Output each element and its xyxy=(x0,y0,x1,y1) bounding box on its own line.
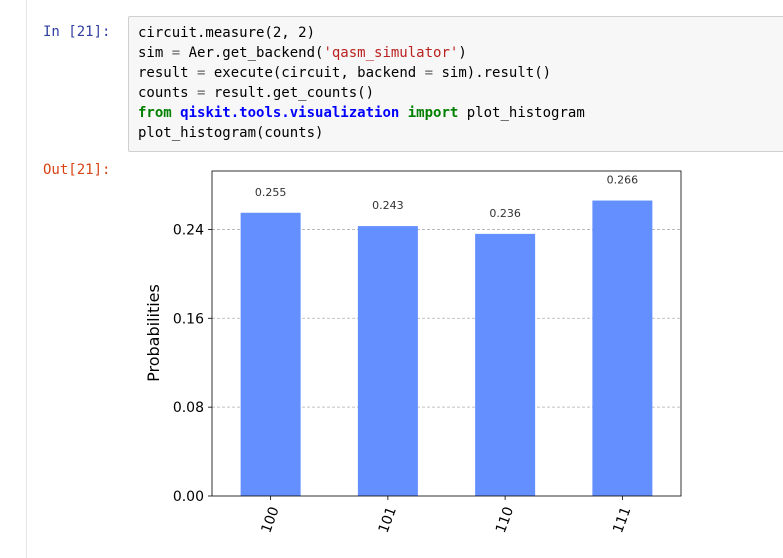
code-lines: circuit.measure(2, 2) sim = Aer.get_backe… xyxy=(138,23,585,143)
code-token: import xyxy=(407,105,459,121)
code-token: ) xyxy=(458,45,467,61)
code-token: sim).result() xyxy=(433,65,552,81)
bar-value-label: 0.243 xyxy=(372,199,404,212)
code-token: Aer.get_backend( xyxy=(180,45,324,61)
bar-111 xyxy=(592,200,653,496)
code-token: sim xyxy=(138,45,172,61)
code-token: result xyxy=(138,65,198,81)
x-tick-label: 111 xyxy=(610,505,634,536)
x-tick-label: 101 xyxy=(376,505,400,536)
code-line: result = execute(circuit, backend = sim)… xyxy=(138,63,585,83)
y-tick-label: 0.24 xyxy=(173,222,204,238)
bar-value-label: 0.255 xyxy=(255,186,287,199)
bar-value-label: 0.236 xyxy=(489,207,521,220)
code-token: circuit.measure(2, 2) xyxy=(138,25,316,41)
code-token: plot_histogram xyxy=(458,105,585,121)
code-token: = xyxy=(197,65,206,81)
code-token: plot_histogram(counts) xyxy=(138,125,324,141)
x-tick-label: 100 xyxy=(259,505,283,536)
y-tick-label: 0.08 xyxy=(173,400,204,416)
code-token: qiskit.tools.visualization xyxy=(180,105,400,121)
value-labels: 0.255 0.243 0.236 0.266 xyxy=(255,174,638,220)
code-line: counts = result.get_counts() xyxy=(138,83,585,103)
bar-value-label: 0.266 xyxy=(607,174,639,187)
bar-110 xyxy=(475,233,536,496)
y-axis-label: Probabilities xyxy=(144,284,163,382)
cell-left-border xyxy=(26,0,27,558)
y-tick-label: 0.00 xyxy=(173,489,204,505)
code-token: = xyxy=(197,85,206,101)
code-line: sim = Aer.get_backend('qasm_simulator') xyxy=(138,43,585,63)
y-tick-label: 0.16 xyxy=(173,311,204,327)
code-token: result.get_counts() xyxy=(205,85,375,101)
code-cell-input[interactable]: circuit.measure(2, 2) sim = Aer.get_backe… xyxy=(128,16,783,152)
y-axis-ticks: 0.00 0.08 0.16 0.24 xyxy=(173,222,212,505)
plot-frame xyxy=(211,170,682,497)
code-line: circuit.measure(2, 2) xyxy=(138,23,585,43)
x-axis-ticks: 100 101 110 111 xyxy=(259,496,634,536)
bar-101 xyxy=(357,226,418,496)
code-token: counts xyxy=(138,85,198,101)
input-prompt: In [21]: xyxy=(43,24,111,40)
code-token: from xyxy=(138,105,172,121)
output-prompt: Out[21]: xyxy=(43,162,111,178)
x-tick-label: 110 xyxy=(493,505,517,536)
code-token: = xyxy=(171,45,181,61)
bars xyxy=(240,200,653,497)
code-line: plot_histogram(counts) xyxy=(138,123,585,143)
code-token: = xyxy=(424,65,434,81)
code-token: 'qasm_simulator' xyxy=(323,45,459,61)
code-line: from qiskit.tools.visualization import p… xyxy=(138,103,585,123)
code-token: execute(circuit, backend xyxy=(205,65,425,81)
bar-100 xyxy=(240,212,301,497)
